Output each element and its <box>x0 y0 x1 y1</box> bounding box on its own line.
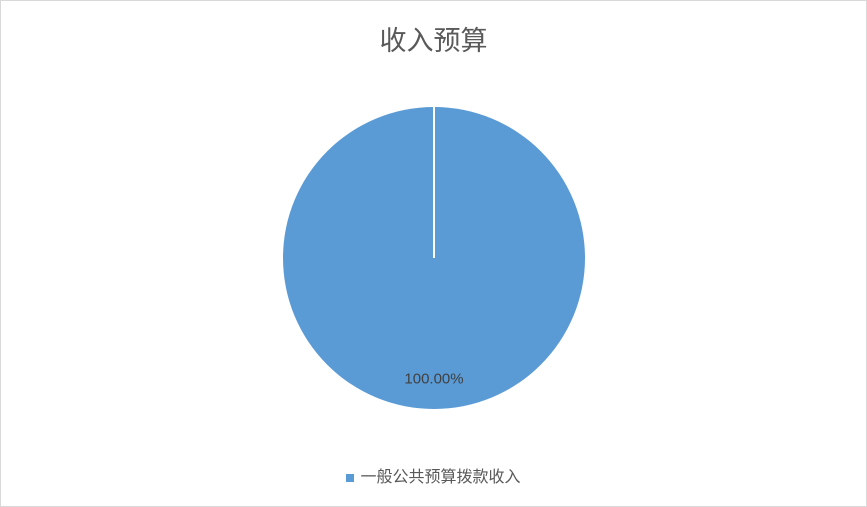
chart-title: 收入预算 <box>379 26 488 57</box>
legend-label: 一般公共预算拨款收入 <box>360 467 521 486</box>
data-label: 100.00% <box>404 370 463 387</box>
legend: 一般公共预算拨款收入 <box>1 463 866 487</box>
legend-swatch <box>346 473 355 482</box>
